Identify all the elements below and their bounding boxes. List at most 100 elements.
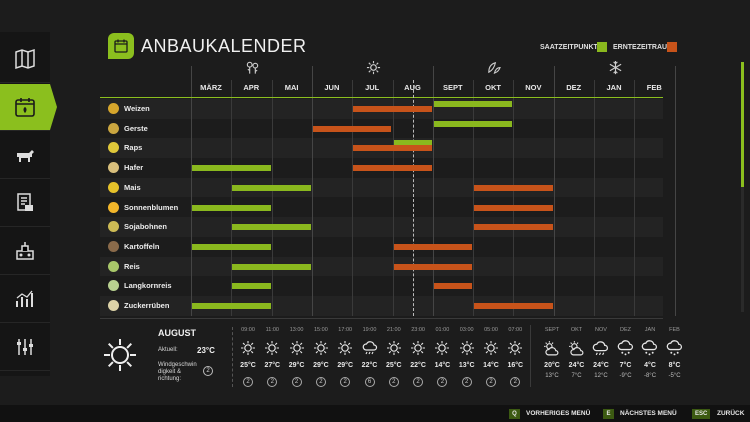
- crop-icon: [108, 142, 119, 154]
- forecast-month: FEB: [669, 327, 680, 333]
- forecast-month: NOV: [595, 327, 607, 333]
- hour-wind-indicator: 2: [267, 377, 278, 387]
- hour-temp: 29°C: [313, 362, 329, 369]
- forecast-month: SEPT: [544, 327, 560, 333]
- scrollbar-track[interactable]: [741, 62, 744, 312]
- sidebar-item-map[interactable]: [0, 36, 50, 83]
- crop-label: Kartoffeln: [124, 241, 160, 251]
- legend-harvest-swatch: [667, 42, 677, 52]
- crop-row: Gerste: [100, 119, 663, 139]
- hour-wind-indicator: 2: [486, 377, 496, 387]
- sow-bar: [232, 263, 311, 270]
- sidebar-item-livestock[interactable]: [0, 132, 50, 179]
- crop-label: Mais: [124, 182, 141, 192]
- hour-time: 01:00: [435, 327, 450, 333]
- grid-line: [352, 80, 354, 316]
- forecast-high: 8°C: [668, 362, 681, 369]
- active-indicator: [50, 84, 57, 130]
- forecast-high: 20°C: [544, 362, 560, 369]
- scrollbar-thumb[interactable]: [741, 62, 744, 187]
- forecast-low: 12°C: [594, 373, 608, 379]
- hour-time: 17:00: [338, 327, 353, 333]
- month-label-6: SEPT: [443, 83, 463, 92]
- sun-icon: [240, 340, 256, 356]
- crop-icon: [108, 280, 119, 292]
- forecast-low: 7°C: [571, 373, 582, 379]
- partly-cloudy-icon: [543, 340, 561, 356]
- grid-line: [513, 80, 515, 316]
- forecast-low: 13°C: [545, 373, 559, 379]
- harvest-bar: [393, 263, 473, 270]
- crop-row: Mais: [100, 177, 663, 198]
- current-temp: 23°C: [197, 346, 215, 355]
- hour-time: 07:00: [508, 327, 523, 333]
- crop-icon: [108, 300, 119, 311]
- month-label-7: OKT: [485, 83, 502, 92]
- harvest-bar: [474, 303, 553, 309]
- forecast-month: DEZ: [620, 327, 631, 333]
- cloud-rain-icon: [592, 340, 610, 356]
- forecast-separator: [530, 325, 531, 387]
- hour-time: 11:00: [265, 327, 279, 333]
- livestock-icon: [17, 150, 34, 162]
- forecast-high: 24°C: [568, 362, 585, 369]
- crop-label: Gerste: [124, 123, 148, 133]
- contracts-icon: [17, 193, 33, 211]
- harvest-bar: [312, 125, 392, 132]
- hour-wind-indicator: 2: [340, 377, 351, 387]
- sun-icon: [264, 340, 280, 356]
- hour-time: 19:00: [362, 327, 377, 333]
- key-e-badge[interactable]: E: [603, 409, 614, 419]
- page-title: ANBAUKALENDER: [141, 36, 307, 56]
- sun-icon: [434, 340, 450, 356]
- grid-line: [674, 66, 676, 316]
- sidebar-item-settings[interactable]: [0, 324, 50, 371]
- hour-time: 13:00: [289, 327, 304, 333]
- crop-icon: [108, 240, 119, 252]
- hour-wind-indicator: 2: [461, 377, 472, 387]
- key-esc-badge[interactable]: ESC: [692, 409, 711, 419]
- month-label-11: FEB: [646, 83, 662, 92]
- current-sun-icon: [104, 339, 136, 371]
- sun-icon: [507, 340, 523, 356]
- current-temp-label: Aktuell:: [158, 347, 178, 353]
- grid-line: [473, 80, 475, 316]
- crop-icon: [108, 122, 119, 134]
- crop-icon: [108, 260, 119, 272]
- production-icon: [16, 242, 34, 260]
- hour-temp: 14°C: [483, 362, 499, 369]
- crop-row: Kartoffeln: [100, 237, 663, 257]
- key-q-badge[interactable]: Q: [509, 409, 520, 419]
- grid-line: [432, 66, 434, 316]
- sidebar-item-production[interactable]: [0, 228, 50, 275]
- hour-temp: 14°C: [434, 362, 451, 369]
- harvest-bar: [474, 224, 553, 231]
- hour-temp: 22°C: [410, 362, 426, 369]
- cloud-rain-icon: [362, 340, 378, 356]
- hour-time: 23:00: [411, 327, 425, 333]
- sow-bar: [192, 204, 271, 211]
- sidebar-item-calendar[interactable]: [0, 84, 57, 131]
- next-menu-button[interactable]: NÄCHSTES MENÜ: [620, 410, 677, 417]
- sow-bar: [232, 184, 311, 191]
- legend-sow-label: SAATZEITPUNKT: [540, 44, 598, 51]
- grid-line: [311, 66, 313, 316]
- hour-temp: 22°C: [361, 362, 378, 369]
- cloud-snow-icon: [617, 340, 635, 356]
- sidebar-item-contracts[interactable]: [0, 180, 50, 227]
- calendar-icon: [15, 98, 35, 117]
- back-button[interactable]: ZURÜCK: [717, 410, 745, 417]
- forecast-high: 4°C: [644, 362, 656, 369]
- map-icon: [15, 48, 35, 70]
- month-label-1: APR: [243, 83, 260, 92]
- hour-temp: 16°C: [507, 362, 524, 369]
- hour-wind-indicator: 2: [315, 377, 326, 387]
- settings-icon: [17, 339, 33, 355]
- grid-line: [553, 66, 555, 316]
- prev-menu-button[interactable]: VORHERIGES MENÜ: [526, 410, 591, 417]
- weather-month: AUGUST: [158, 328, 196, 338]
- sidebar-item-statistics[interactable]: [0, 276, 50, 323]
- crop-label: Sonnenblumen: [124, 202, 179, 212]
- partly-cloudy-icon: [568, 340, 586, 356]
